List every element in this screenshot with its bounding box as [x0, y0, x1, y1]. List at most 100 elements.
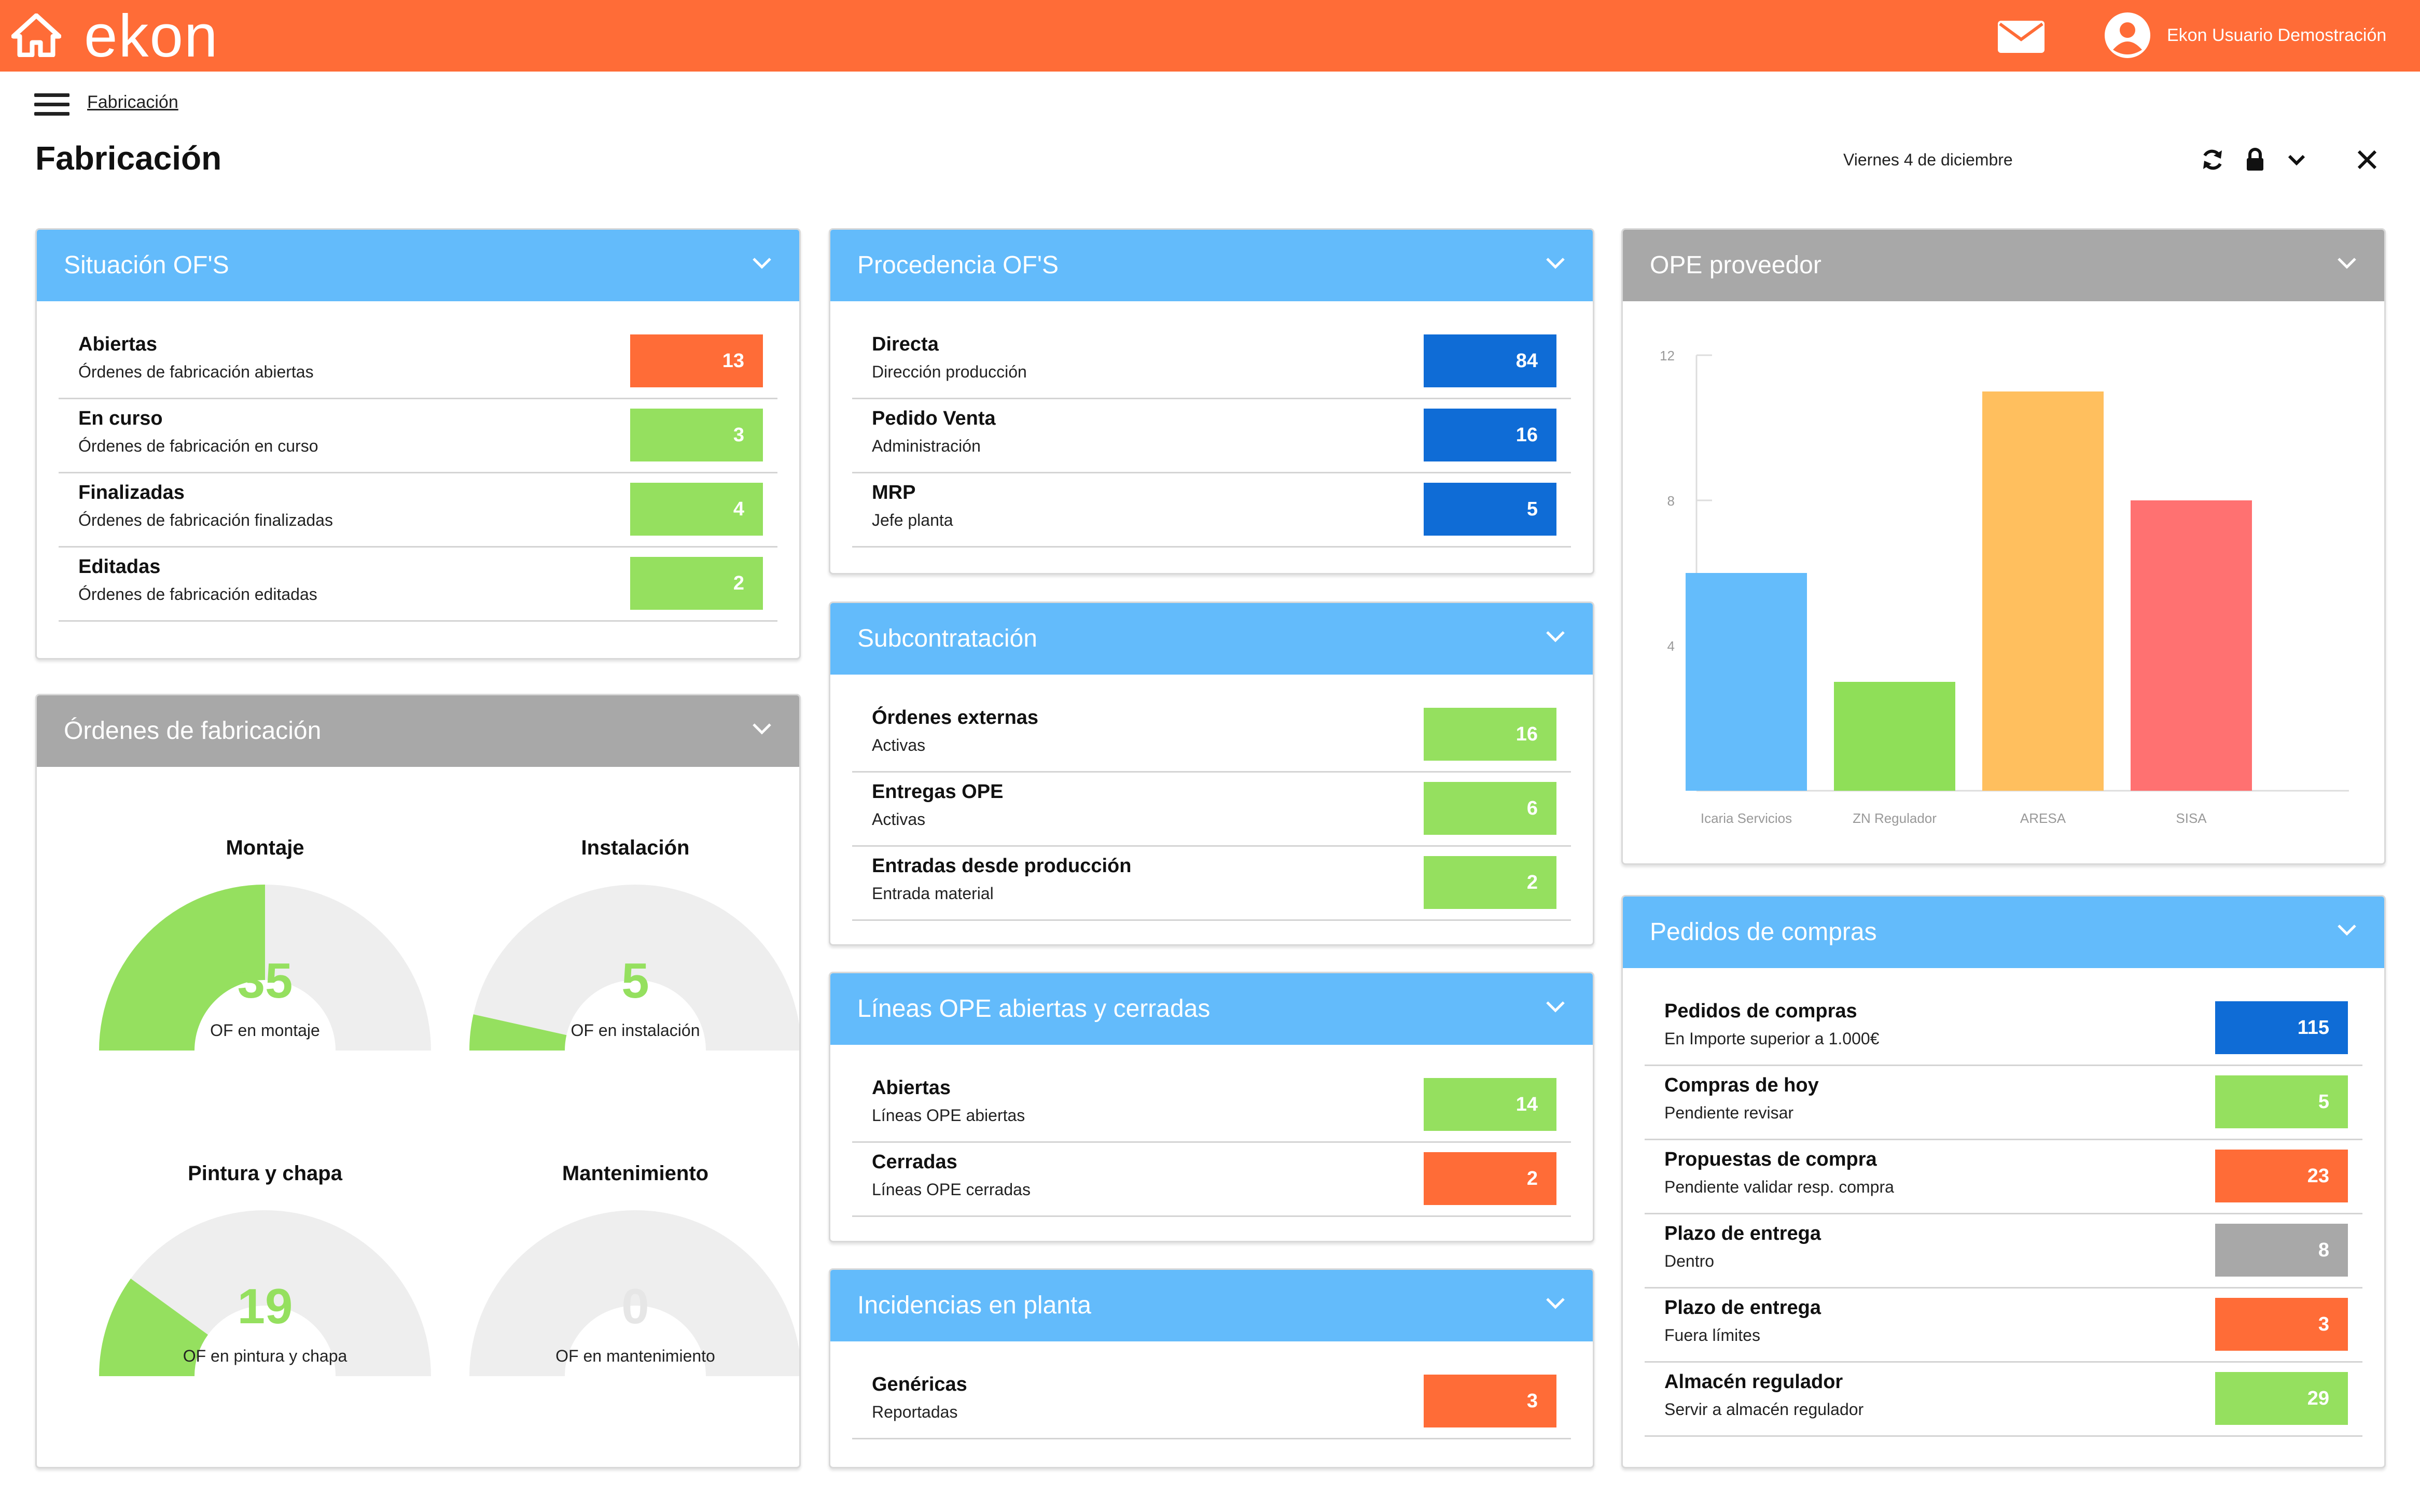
list-item[interactable]: Finalizadas Órdenes de fabricación final…	[59, 473, 777, 548]
procedencia-ofs-card: Procedencia OF'S Directa Dirección produ…	[829, 228, 1594, 575]
chevron-down-icon[interactable]	[752, 721, 772, 736]
ekon-logo[interactable]: ekon	[84, 2, 219, 69]
y-tick-label: 8	[1667, 493, 1675, 509]
item-subtitle: Pendiente revisar	[1664, 1103, 1794, 1122]
list-item[interactable]: En curso Órdenes de fabricación en curso…	[59, 399, 777, 473]
close-icon[interactable]	[2355, 147, 2380, 172]
chevron-down-icon[interactable]	[2284, 147, 2309, 172]
item-subtitle: Líneas OPE abiertas	[872, 1106, 1025, 1125]
list-item[interactable]: Cerradas Líneas OPE cerradas 2	[852, 1143, 1571, 1217]
chevron-down-icon[interactable]	[1545, 999, 1566, 1014]
count-badge[interactable]: 8	[2215, 1224, 2348, 1277]
list-item[interactable]: Plazo de entrega Dentro 8	[1645, 1214, 2362, 1289]
list-item[interactable]: Almacén regulador Servir a almacén regul…	[1645, 1363, 2362, 1437]
list-item[interactable]: Abiertas Órdenes de fabricación abiertas…	[59, 325, 777, 399]
count-badge[interactable]: 16	[1424, 409, 1556, 461]
count-badge[interactable]: 16	[1424, 708, 1556, 761]
count-badge[interactable]: 2	[630, 557, 763, 610]
gauge-arc	[469, 885, 799, 1051]
user-name[interactable]: Ekon Usuario Demostración	[2167, 25, 2387, 45]
refresh-icon[interactable]	[2200, 147, 2225, 172]
user-avatar-icon[interactable]	[2105, 12, 2150, 58]
gauge-fill	[469, 1014, 567, 1051]
count-badge[interactable]: 14	[1424, 1078, 1556, 1131]
gauge-value: 19	[237, 1279, 293, 1334]
count-badge[interactable]: 3	[1424, 1375, 1556, 1427]
list-item[interactable]: Propuestas de compra Pendiente validar r…	[1645, 1140, 2362, 1214]
pedidos-compras-card: Pedidos de compras Pedidos de compras En…	[1621, 895, 2386, 1468]
list-item[interactable]: Entregas OPE Activas 6	[852, 773, 1571, 847]
item-subtitle: Dirección producción	[872, 362, 1027, 381]
card-header[interactable]: Subcontratación	[830, 603, 1593, 675]
card-header[interactable]: Pedidos de compras	[1623, 897, 2384, 968]
item-subtitle: Administración	[872, 437, 981, 455]
breadcrumb[interactable]: Fabricación	[87, 92, 178, 112]
item-title: Plazo de entrega	[1664, 1223, 1821, 1244]
gauge-arc	[469, 1210, 799, 1376]
list-item[interactable]: Pedido Venta Administración 16	[852, 399, 1571, 473]
card-header[interactable]: OPE proveedor	[1623, 230, 2384, 301]
menu-icon[interactable]	[34, 93, 69, 116]
list-item[interactable]: Genéricas Reportadas 3	[852, 1365, 1571, 1439]
gauge-label: OF en pintura y chapa	[183, 1347, 347, 1365]
card-header[interactable]: Procedencia OF'S	[830, 230, 1593, 301]
count-badge[interactable]: 4	[630, 483, 763, 536]
list-item[interactable]: MRP Jefe planta 5	[852, 473, 1571, 548]
chevron-down-icon[interactable]	[1545, 256, 1566, 270]
count-badge[interactable]: 2	[1424, 856, 1556, 909]
count-badge[interactable]: 3	[630, 409, 763, 461]
list-item[interactable]: Abiertas Líneas OPE abiertas 14	[852, 1069, 1571, 1143]
card-header[interactable]: Órdenes de fabricación	[37, 695, 799, 767]
count-badge[interactable]: 29	[2215, 1372, 2348, 1425]
card-header[interactable]: Líneas OPE abiertas y cerradas	[830, 973, 1593, 1045]
chevron-down-icon[interactable]	[2336, 256, 2357, 270]
ope-proveedor-card: OPE proveedor 4 8 12 Icaria Servicios ZN Reg…	[1621, 228, 2386, 865]
gauge-pintura-chapa: Pintura y chapa 19 OF en pintura y chapa	[84, 1162, 447, 1376]
card-title: Situación OF'S	[64, 251, 229, 279]
list-item[interactable]: Pedidos de compras En Importe superior a…	[1645, 992, 2362, 1066]
count-badge[interactable]: 5	[2215, 1075, 2348, 1128]
chevron-down-icon[interactable]	[2336, 922, 2357, 937]
list-item[interactable]: Entradas desde producción Entrada materi…	[852, 847, 1571, 921]
count-badge[interactable]: 115	[2215, 1001, 2348, 1054]
chevron-down-icon[interactable]	[1545, 629, 1566, 643]
list-item[interactable]: Órdenes externas Activas 16	[852, 698, 1571, 773]
gauge-mantenimiento: Mantenimiento 0 OF en mantenimiento	[454, 1162, 799, 1376]
mail-icon[interactable]	[1998, 21, 2045, 53]
card-title: Subcontratación	[857, 625, 1037, 652]
gauge-fill	[99, 885, 265, 1051]
count-badge[interactable]: 5	[1424, 483, 1556, 536]
incidencias-card: Incidencias en planta Genéricas Reportad…	[829, 1268, 1594, 1468]
item-title: Plazo de entrega	[1664, 1297, 1821, 1319]
x-tick-label: SISA	[2176, 810, 2207, 826]
list-item[interactable]: Editadas Órdenes de fabricación editadas…	[59, 548, 777, 622]
list-item[interactable]: Directa Dirección producción 84	[852, 325, 1571, 399]
card-header[interactable]: Incidencias en planta	[830, 1270, 1593, 1341]
count-badge[interactable]: 6	[1424, 782, 1556, 835]
x-tick-label: ZN Regulador	[1853, 810, 1937, 826]
count-badge[interactable]: 3	[2215, 1298, 2348, 1351]
lock-icon[interactable]	[2243, 147, 2268, 172]
count-badge[interactable]: 84	[1424, 334, 1556, 387]
gauge-title: Montaje	[226, 836, 304, 859]
item-subtitle: Órdenes de fabricación abiertas	[78, 362, 314, 381]
list-item[interactable]: Compras de hoy Pendiente revisar 5	[1645, 1066, 2362, 1140]
y-tick-label: 4	[1667, 638, 1675, 654]
count-badge[interactable]: 13	[630, 334, 763, 387]
gauge-label: OF en mantenimiento	[555, 1347, 715, 1365]
count-badge[interactable]: 2	[1424, 1152, 1556, 1205]
item-subtitle: Jefe planta	[872, 511, 953, 529]
item-subtitle: Órdenes de fabricación en curso	[78, 437, 318, 455]
card-title: OPE proveedor	[1650, 251, 1821, 279]
home-icon[interactable]	[11, 13, 61, 57]
item-title: Cerradas	[872, 1151, 957, 1173]
chevron-down-icon[interactable]	[1545, 1296, 1566, 1310]
gauge-fill	[99, 1278, 208, 1376]
chevron-down-icon[interactable]	[752, 256, 772, 270]
top-bar: ekon Ekon Usuario Demostración	[0, 0, 2420, 72]
item-title: Directa	[872, 333, 939, 355]
card-header[interactable]: Situación OF'S	[37, 230, 799, 301]
list-item[interactable]: Plazo de entrega Fuera límites 3	[1645, 1289, 2362, 1363]
card-title: Órdenes de fabricación	[64, 717, 322, 745]
count-badge[interactable]: 23	[2215, 1150, 2348, 1202]
